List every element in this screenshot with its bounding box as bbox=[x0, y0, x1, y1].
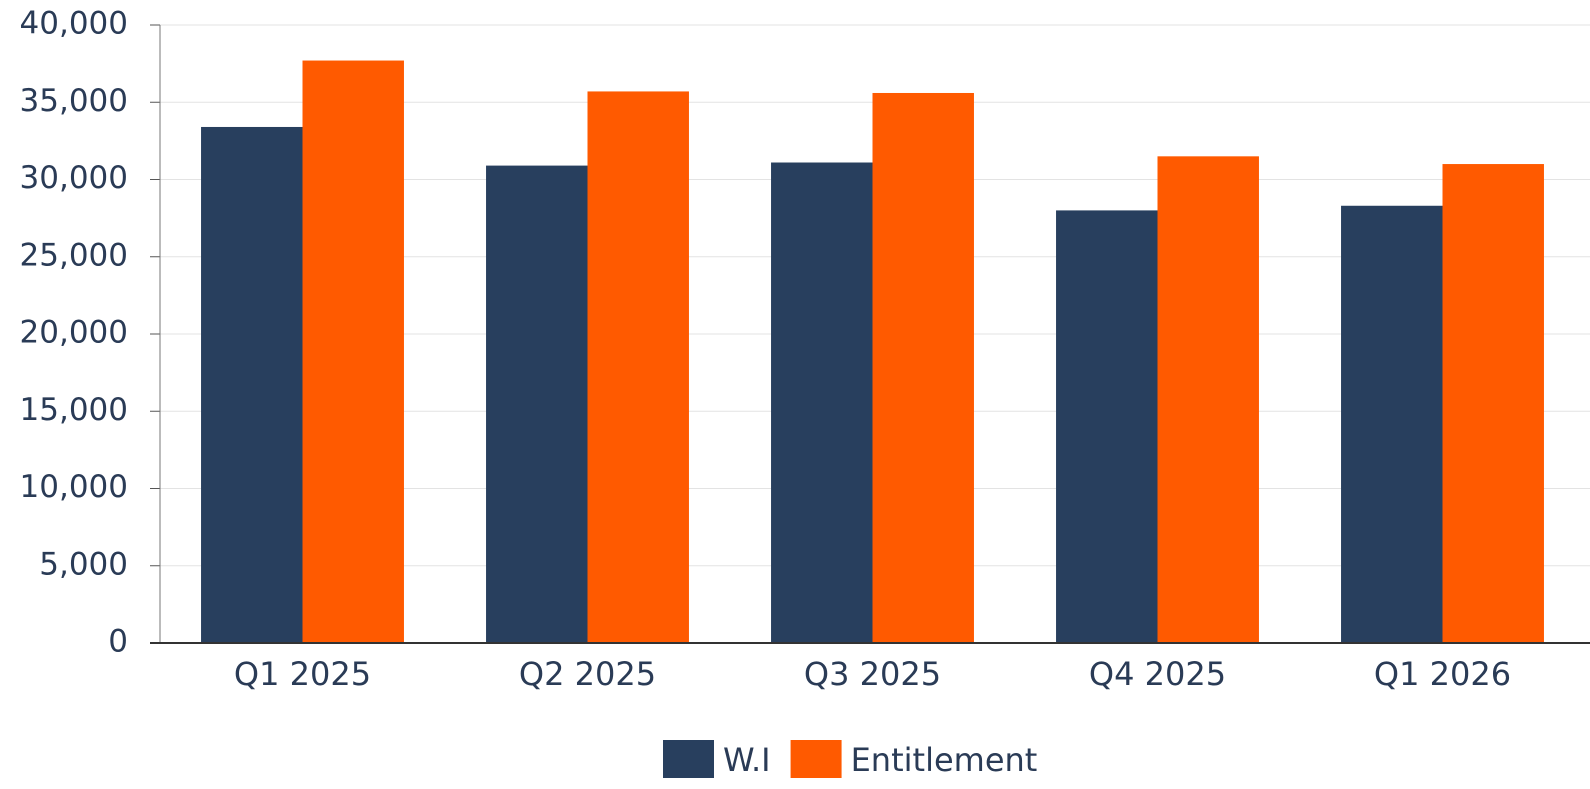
legend-swatch bbox=[790, 740, 842, 778]
y-tick-label: 25,000 bbox=[20, 237, 128, 273]
legend-label: W.I bbox=[723, 741, 771, 779]
bar bbox=[302, 60, 404, 644]
bar bbox=[1442, 164, 1544, 644]
bar bbox=[587, 91, 689, 643]
y-tick-label: 20,000 bbox=[20, 315, 128, 351]
y-tick-label: 40,000 bbox=[20, 6, 128, 42]
bar bbox=[201, 126, 303, 644]
legend-swatch bbox=[663, 740, 714, 778]
bar bbox=[872, 92, 974, 644]
x-tick-label: Q1 2025 bbox=[234, 655, 371, 693]
bar bbox=[1157, 156, 1259, 643]
y-tick-label: 35,000 bbox=[20, 83, 128, 119]
y-tick-label: 30,000 bbox=[20, 160, 128, 196]
y-tick-label: 15,000 bbox=[20, 392, 128, 428]
x-tick-label: Q4 2025 bbox=[1089, 655, 1226, 693]
bar bbox=[771, 162, 873, 643]
y-tick-label: 0 bbox=[108, 624, 128, 660]
bar bbox=[1341, 205, 1443, 643]
legend-label: Entitlement bbox=[851, 741, 1038, 779]
x-tick-label: Q2 2025 bbox=[519, 655, 656, 693]
y-tick-label: 5,000 bbox=[39, 546, 128, 582]
y-tick-label: 10,000 bbox=[20, 469, 128, 505]
x-tick-label: Q1 2026 bbox=[1374, 655, 1511, 693]
bar bbox=[1056, 210, 1158, 643]
x-tick-label: Q3 2025 bbox=[804, 655, 941, 693]
bar bbox=[486, 165, 588, 643]
